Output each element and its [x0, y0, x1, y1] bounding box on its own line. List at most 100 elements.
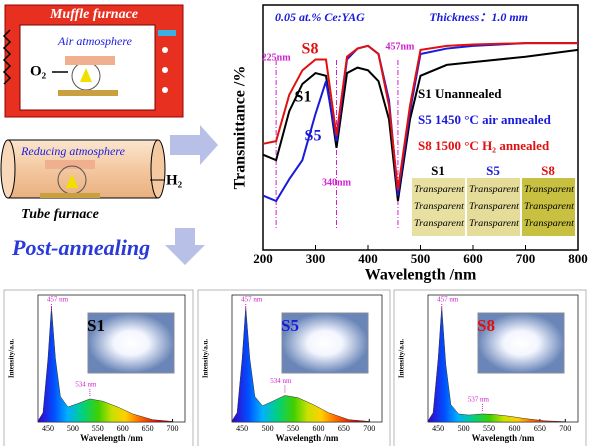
plate	[40, 193, 100, 198]
x-tick-label: 550	[92, 424, 104, 433]
inset-text: Transparent	[414, 184, 465, 194]
label: Reducing atmosphere	[20, 144, 126, 158]
inset-text: Transparent	[469, 201, 520, 211]
marker-label: 340nm	[322, 177, 352, 188]
heater	[2, 29, 12, 85]
tube-end	[0, 139, 16, 199]
tube-furnace: Reducing atmosphere H₂ Tube furnace Post…	[0, 125, 218, 265]
sample	[65, 56, 115, 65]
marker-label: 537 nm	[468, 396, 490, 404]
x-tick-label: 700	[363, 424, 375, 433]
legend-entry: S8 1500 °C H₂ annealed	[418, 138, 550, 153]
spectrum-area	[37, 306, 173, 423]
inset-text: Transparent	[524, 184, 575, 194]
inset-photo	[467, 178, 520, 236]
annotation: S8	[302, 41, 319, 58]
x-tick-label: 400	[358, 251, 378, 266]
x-tick-label: 800	[568, 251, 588, 266]
series-line	[262, 42, 578, 191]
x-tick-label: 650	[534, 424, 546, 433]
inset-photo	[522, 178, 575, 236]
label: H₂	[166, 172, 183, 188]
x-axis-label: Wavelength /nm	[276, 433, 339, 443]
button	[162, 87, 168, 93]
x-tick-label: 650	[142, 424, 154, 433]
x-tick-label: 650	[338, 424, 350, 433]
chevron-arrow	[170, 125, 218, 165]
inset-text: Transparent	[524, 201, 575, 211]
photo	[281, 312, 369, 374]
charts: 200 300 400 500 600 700 800 Wavelength /nm Trans…	[3, 4, 588, 446]
marker-label: 457nm	[385, 41, 415, 52]
x-tick-label: 600	[312, 424, 324, 433]
x-tick-label: 450	[432, 424, 444, 433]
sample	[45, 160, 95, 169]
inset-text: Transparent	[524, 218, 575, 228]
x-tick-label: 500	[262, 424, 274, 433]
indicator	[158, 30, 176, 36]
inset-label: S5	[486, 163, 500, 178]
x-tick-label: 550	[483, 424, 495, 433]
muffle-furnace: Muffle furnace Air atmosphere O₂	[2, 4, 184, 118]
x-tick-label: 600	[463, 251, 483, 266]
y-axis-label: Intensity/a.u.	[202, 339, 210, 379]
inset-label: S1	[431, 163, 445, 178]
marker-label: 534 nm	[270, 377, 292, 385]
inset-text: Transparent	[414, 201, 465, 211]
powder	[66, 174, 78, 188]
x-tick-label: 450	[42, 424, 54, 433]
spectrum-area	[427, 306, 566, 423]
photo	[477, 312, 565, 374]
legend-entry: S5 1450 °C air annealed	[418, 112, 552, 127]
series-line	[262, 48, 579, 202]
x-tick-label: 450	[236, 424, 248, 433]
x-tick-label: 600	[117, 424, 129, 433]
button	[162, 47, 168, 53]
sample-label: S1	[87, 316, 105, 335]
label: Tube furnace	[21, 207, 99, 222]
button	[162, 67, 168, 73]
marker-label: 534 nm	[75, 381, 97, 389]
marker-label: 225nm	[262, 52, 292, 63]
y-axis-label: Transmittance /%	[232, 66, 249, 190]
x-tick-label: 600	[508, 424, 520, 433]
x-tick-label: 500	[458, 424, 470, 433]
annotation: Thickness：1.0 mm	[429, 10, 528, 24]
inset-photo	[412, 178, 465, 236]
label: Muffle furnace	[49, 7, 138, 22]
chevron-arrow	[165, 228, 205, 265]
x-tick-label: 700	[167, 424, 179, 433]
marker-label: 457 nm	[241, 296, 263, 304]
y-axis-label: Intensity/a.u.	[398, 339, 406, 379]
x-tick-label: 550	[287, 424, 299, 433]
label: O₂	[30, 63, 47, 79]
photo	[87, 312, 175, 374]
plate	[58, 90, 118, 96]
y-axis-label: Intensity/a.u.	[8, 339, 16, 379]
x-axis-label: Wavelength /nm	[80, 433, 143, 443]
label: Air atmosphere	[57, 34, 133, 48]
sample-label: S5	[281, 316, 299, 335]
sample-label: S8	[477, 316, 495, 335]
x-axis-label: Wavelength /nm	[365, 267, 477, 284]
x-tick-label: 500	[67, 424, 79, 433]
inset-text: Transparent	[469, 218, 520, 228]
x-tick-label: 300	[306, 251, 326, 266]
title: Post-annealing	[11, 235, 150, 260]
marker-label: 457 nm	[47, 296, 69, 304]
x-tick-label: 200	[253, 251, 273, 266]
x-tick-label: 500	[411, 251, 431, 266]
legend-entry: S1 Unannealed	[418, 86, 502, 101]
inset-label: S8	[541, 163, 555, 178]
x-tick-label: 700	[516, 251, 536, 266]
powder	[80, 68, 92, 82]
inset-text: Transparent	[469, 184, 520, 194]
marker-label: 457 nm	[437, 296, 459, 304]
inset-text: Transparent	[414, 218, 465, 228]
annotation: 0.05 at.% Ce:YAG	[275, 10, 365, 24]
spectrum-area	[231, 306, 370, 423]
x-tick-label: 700	[559, 424, 571, 433]
tube-end	[150, 139, 166, 199]
x-axis-label: Wavelength /nm	[472, 433, 535, 443]
